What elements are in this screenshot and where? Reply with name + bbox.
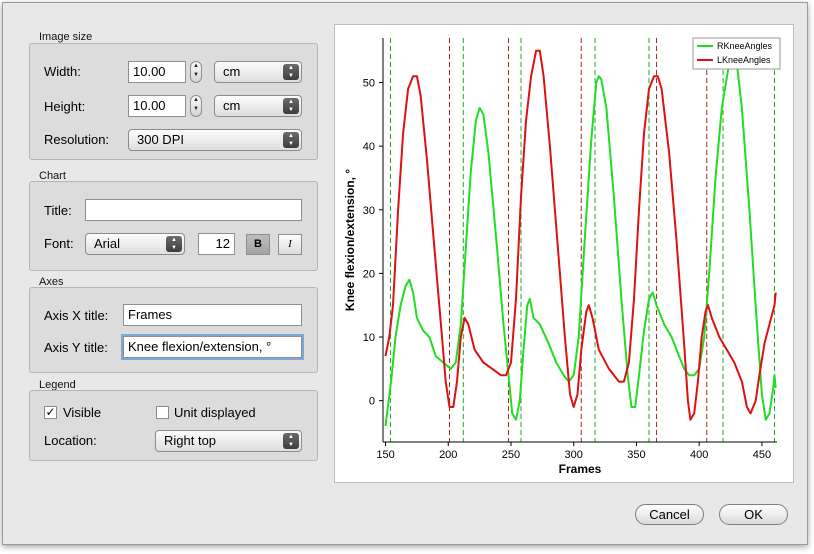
- y-tick-label: 30: [363, 205, 375, 217]
- axes-group: Axis X title: Frames Axis Y title: Knee …: [29, 287, 318, 373]
- location-label: Location:: [44, 433, 97, 448]
- popup-arrows-icon: ▲ ▼: [283, 433, 299, 449]
- x-tick-label: 250: [502, 449, 520, 461]
- height-unit-value: cm: [223, 98, 241, 113]
- popup-arrows-icon: ▲ ▼: [166, 236, 182, 252]
- stepper-down-icon[interactable]: ▼: [193, 72, 199, 78]
- font-value: Arial: [94, 236, 121, 251]
- location-select[interactable]: Right top ▲ ▼: [155, 430, 302, 452]
- x-tick-label: 400: [690, 449, 708, 461]
- y-tick-label: 40: [363, 141, 375, 153]
- visible-checkbox[interactable]: ✓: [44, 405, 57, 419]
- x-tick-label: 150: [376, 449, 394, 461]
- resolution-value: 300 DPI: [137, 132, 184, 147]
- axis-x-title-field[interactable]: Frames: [123, 304, 302, 326]
- visible-label: Visible: [63, 405, 102, 420]
- legend-group-title: Legend: [39, 379, 76, 391]
- width-stepper[interactable]: ▲ ▼: [190, 61, 202, 83]
- chart-group-title: Chart: [39, 170, 66, 182]
- axis-x-title-label: Axis X title:: [44, 308, 109, 323]
- image-size-group-title: Image size: [39, 31, 93, 43]
- height-unit-select[interactable]: cm ▲ ▼: [214, 95, 302, 117]
- legend-label-l: LKneeAngles: [717, 55, 771, 65]
- chart-title-label: Title:: [44, 203, 72, 218]
- chart-ticks: 150 200 250 300 350 400 450 0 10 20 30 40 50: [363, 78, 771, 461]
- resolution-select[interactable]: 300 DPI ▲ ▼: [128, 129, 302, 151]
- x-axis-title: Frames: [559, 462, 602, 476]
- height-label: Height:: [44, 99, 86, 114]
- popup-arrows-icon: ▲ ▼: [283, 64, 299, 80]
- series-line-RKneeAngles: [384, 56, 777, 427]
- stepper-up-icon[interactable]: ▲: [193, 97, 199, 103]
- legend-box: [692, 37, 781, 70]
- bold-toggle[interactable]: B: [246, 234, 270, 255]
- y-tick-label: 0: [369, 396, 375, 408]
- font-select[interactable]: Arial ▲ ▼: [85, 233, 185, 255]
- unit-displayed-label: Unit displayed: [174, 405, 256, 420]
- y-tick-label: 10: [363, 332, 375, 344]
- location-value: Right top: [164, 433, 217, 448]
- chart-legend: RKneeAngles LKneeAngles: [692, 37, 781, 70]
- popup-arrows-icon: ▲ ▼: [283, 98, 299, 114]
- x-tick-label: 450: [753, 449, 771, 461]
- event-lines: [390, 38, 775, 442]
- width-label: Width:: [44, 64, 81, 79]
- x-tick-label: 350: [627, 449, 645, 461]
- legend-group: ✓ Visible Unit displayed Location: Right…: [29, 390, 318, 461]
- y-tick-label: 50: [363, 78, 375, 90]
- chart-preview: 150 200 250 300 350 400 450 0 10 20 30 40 50 Frames …: [334, 24, 794, 483]
- y-tick-label: 20: [363, 268, 375, 280]
- stepper-down-icon[interactable]: ▼: [193, 106, 199, 112]
- resolution-label: Resolution:: [44, 132, 110, 147]
- cancel-button[interactable]: Cancel: [635, 504, 704, 525]
- chart-export-dialog: Image size Width: 10.00 ▲ ▼ cm ▲ ▼ Height: …: [2, 2, 808, 545]
- axes-group-title: Axes: [39, 276, 64, 288]
- series-line-LKneeAngles: [384, 49, 777, 421]
- popup-arrows-icon: ▲ ▼: [283, 132, 299, 148]
- height-stepper[interactable]: ▲ ▼: [190, 95, 202, 117]
- plot-lines: [384, 49, 777, 427]
- chart-group: Title: Font: Arial ▲ ▼ 12 B I: [29, 181, 318, 271]
- italic-toggle[interactable]: I: [278, 234, 302, 255]
- height-field[interactable]: 10.00: [128, 95, 186, 117]
- width-field[interactable]: 10.00: [128, 61, 186, 83]
- x-tick-label: 200: [439, 449, 457, 461]
- font-label: Font:: [44, 236, 74, 251]
- legend-label-r: RKneeAngles: [717, 41, 773, 51]
- chart-title-field[interactable]: [85, 199, 302, 221]
- stepper-up-icon[interactable]: ▲: [193, 63, 199, 69]
- chart-axes: [382, 38, 777, 443]
- font-size-field[interactable]: 12: [198, 233, 235, 255]
- width-unit-value: cm: [223, 64, 241, 79]
- image-size-group: Width: 10.00 ▲ ▼ cm ▲ ▼ Height: 10.00 ▲ ▼ cm…: [29, 43, 318, 160]
- axis-y-title-field[interactable]: Knee flexion/extension, °: [123, 336, 302, 358]
- width-unit-select[interactable]: cm ▲ ▼: [214, 61, 302, 83]
- axis-y-title-label: Axis Y title:: [44, 340, 108, 355]
- y-axis-title: Knee flexion/extension, °: [343, 169, 357, 311]
- ok-button[interactable]: OK: [719, 504, 788, 525]
- x-tick-label: 300: [565, 449, 583, 461]
- unit-displayed-checkbox[interactable]: [156, 406, 169, 419]
